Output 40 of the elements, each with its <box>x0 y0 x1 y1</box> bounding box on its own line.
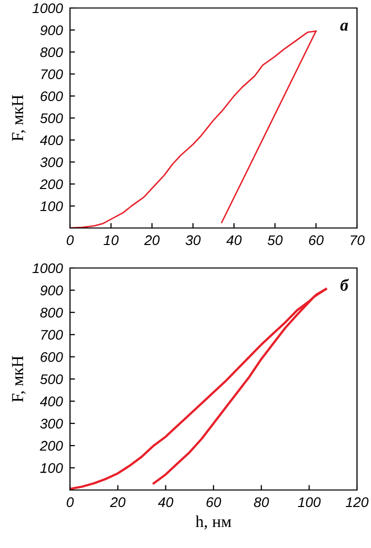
y-tick-label: 500 <box>40 113 63 124</box>
y-tick-label: 600 <box>40 91 63 102</box>
y-axis-title: F, мкН <box>12 95 26 141</box>
y-tick-label: 200 <box>40 179 63 190</box>
x-tick-label: 30 <box>186 235 201 246</box>
y-tick-label: 900 <box>40 25 63 36</box>
x-tick-label: 10 <box>104 235 119 246</box>
y-tick-label: 600 <box>40 352 63 362</box>
y-tick-label: 100 <box>40 463 63 473</box>
y-tick-label: 400 <box>40 396 63 406</box>
x-tick-label: 20 <box>110 497 126 508</box>
y-axis-title: F, мкН <box>12 356 26 402</box>
y-tick-label: 100 <box>40 201 63 212</box>
y-tick-label: 200 <box>40 440 63 451</box>
y-tick-label: 900 <box>40 286 63 296</box>
annotation: а <box>340 22 348 31</box>
x-axis-title: h, нм <box>196 515 232 530</box>
x-tick-label: 60 <box>206 497 222 508</box>
x-tick-label: 120 <box>346 497 368 508</box>
annotation: б <box>340 278 349 291</box>
y-tick-label: 500 <box>40 374 63 384</box>
y-tick-label: 300 <box>40 418 63 429</box>
y-tick-label: 1000 <box>32 263 63 274</box>
x-tick-label: 50 <box>268 235 283 246</box>
x-tick-label: 20 <box>144 235 160 246</box>
y-tick-label: 800 <box>40 308 63 318</box>
x-tick-label: 0 <box>66 497 74 508</box>
x-tick-label: 70 <box>350 235 365 246</box>
y-tick-label: 700 <box>41 69 63 80</box>
y-tick-label: 700 <box>41 330 63 340</box>
y-tick-label: 400 <box>40 135 63 146</box>
x-tick-label: 40 <box>226 235 242 246</box>
y-tick-label: 1000 <box>32 3 63 14</box>
x-tick-label: 40 <box>158 497 174 508</box>
x-tick-label: 80 <box>254 497 269 508</box>
y-tick-label: 300 <box>40 157 63 168</box>
x-tick-label: 0 <box>66 235 74 246</box>
y-tick-label: 800 <box>40 47 63 58</box>
x-tick-label: 60 <box>309 235 324 246</box>
x-tick-label: 100 <box>298 497 321 508</box>
